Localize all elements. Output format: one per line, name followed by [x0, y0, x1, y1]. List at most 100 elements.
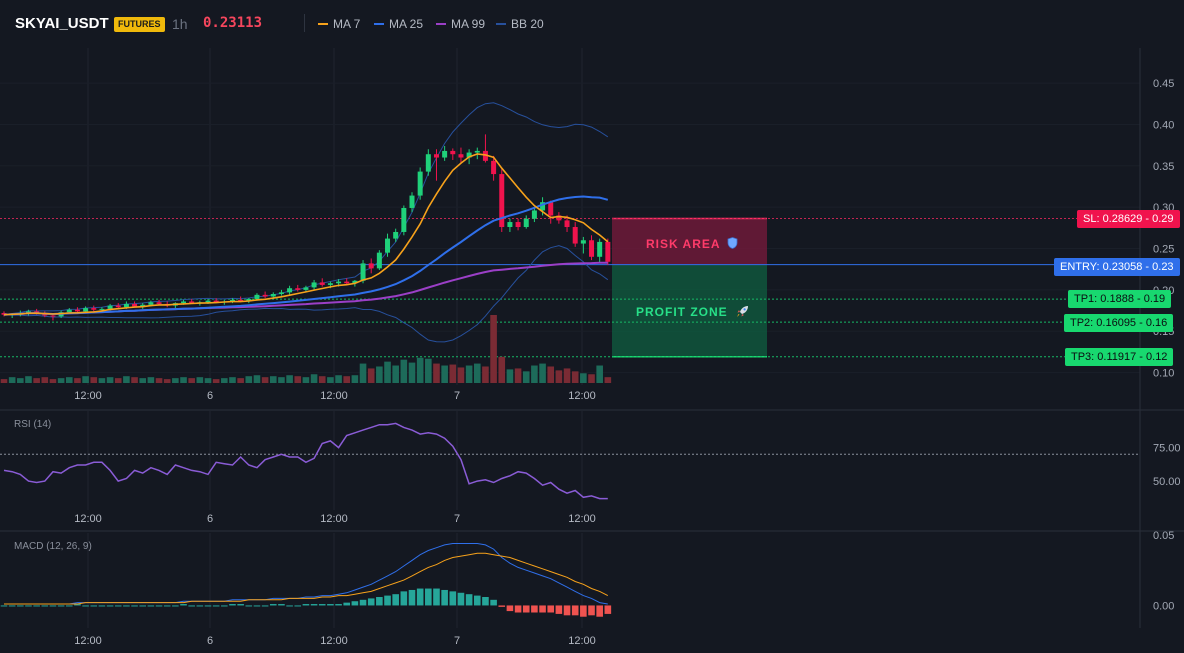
legend-swatch: [496, 22, 506, 25]
candle: [409, 192, 415, 213]
tp2-level-label: TP2: 0.16095 - 0.16: [1064, 314, 1174, 332]
volume-bar: [8, 377, 16, 383]
macd-histogram-bar: [57, 605, 65, 607]
volume-bar: [41, 377, 49, 383]
candle-body: [181, 301, 187, 304]
candle-body: [66, 309, 72, 313]
candle-body: [474, 150, 480, 153]
candle-body: [507, 222, 513, 228]
candle: [491, 155, 497, 181]
candle: [433, 149, 439, 181]
macd-histogram-bar: [74, 604, 81, 606]
volume-bar: [539, 363, 546, 383]
candle-body: [409, 195, 415, 208]
macd-histogram-bar: [327, 604, 334, 606]
macd-histogram-bar: [343, 602, 351, 606]
legend-ma7[interactable]: MA 7: [318, 17, 360, 31]
volume-bar: [139, 378, 147, 383]
macd-histogram-bar: [498, 605, 506, 607]
rsi-tick-label: 75.00: [1153, 443, 1181, 455]
volume-bar: [278, 377, 285, 383]
ma25-line: [3, 195, 609, 316]
volume-bar: [555, 370, 563, 383]
volume-bar: [465, 365, 473, 383]
candle-body: [303, 287, 309, 290]
candle: [515, 218, 521, 231]
macd-histogram-bar: [473, 595, 481, 606]
volume-bar: [563, 368, 571, 383]
macd-time-tick-label: 12:00: [568, 635, 596, 647]
candle-body: [433, 154, 439, 158]
candle-body: [123, 303, 129, 308]
time-tick-label: 7: [454, 390, 460, 402]
rsi-time-tick-label: 6: [207, 513, 213, 525]
candle: [278, 289, 284, 296]
candle: [531, 207, 537, 223]
candle-body: [344, 281, 350, 284]
macd-histogram-bar: [196, 605, 204, 607]
candle: [376, 250, 382, 271]
macd-histogram-bar: [449, 591, 457, 606]
interval-selector[interactable]: 1h: [172, 16, 188, 32]
macd-histogram-bar: [433, 588, 440, 606]
volume-bar: [245, 376, 253, 383]
volume-bar: [441, 365, 448, 383]
macd-histogram-bar: [392, 594, 399, 606]
volume-bar: [294, 376, 302, 383]
candle-body: [385, 238, 391, 253]
entry-value: ENTRY: 0.23058: [1060, 261, 1143, 273]
candle: [287, 285, 293, 295]
candle-body: [262, 294, 268, 297]
legend-ma25[interactable]: MA 25: [374, 17, 423, 31]
candle-body: [91, 308, 97, 310]
volume-bar: [98, 378, 106, 383]
candle: [572, 222, 578, 247]
time-tick-label: 12:00: [568, 390, 596, 402]
macd-histogram-bar: [221, 605, 228, 607]
price-tick-label: 0.10: [1153, 368, 1174, 380]
macd-histogram-bar: [278, 604, 285, 606]
candle: [589, 235, 595, 261]
volume-bar: [57, 378, 65, 383]
tp2-axis-value: 0.16: [1145, 317, 1168, 329]
volume-bar: [25, 376, 32, 383]
volume-bar: [90, 377, 98, 383]
legend-label: MA 7: [333, 17, 361, 31]
candle: [442, 145, 448, 161]
volume-bar: [17, 378, 24, 383]
volume-bar: [269, 376, 277, 383]
candle: [556, 212, 562, 224]
macd-histogram-bar: [482, 597, 489, 606]
volume-bar: [531, 365, 538, 383]
risk-area-label: RISK AREA: [646, 237, 738, 251]
macd-histogram-bar: [416, 588, 424, 606]
legend-ma99[interactable]: MA 99: [436, 17, 485, 31]
profit-zone-text: PROFIT ZONE: [636, 305, 728, 319]
entry-level-label: ENTRY: 0.23058 - 0.23: [1054, 258, 1180, 276]
volume-bar: [416, 357, 424, 383]
futures-badge: FUTURES: [114, 17, 165, 32]
macd-histogram-bar: [17, 605, 24, 607]
macd-histogram-bar: [237, 604, 244, 606]
bb-upper-line: [3, 102, 609, 316]
candle: [393, 228, 399, 242]
symbol-name[interactable]: SKYAI_USDT: [15, 15, 109, 32]
price-tick-label: 0.25: [1153, 244, 1174, 256]
macd-histogram-bar: [400, 591, 408, 606]
candle-body: [327, 283, 333, 285]
volume-bar: [114, 378, 122, 383]
last-price: 0.23113: [203, 15, 263, 31]
ma7-line: [3, 153, 609, 316]
volume-bar: [490, 315, 497, 383]
volume-bar: [106, 377, 114, 383]
macd-histogram-bar: [106, 605, 114, 607]
macd-histogram-bar: [155, 605, 163, 607]
legend-bb20[interactable]: BB 20: [496, 17, 544, 31]
candle-body: [311, 282, 317, 288]
sl-level-label: SL: 0.28629 - 0.29: [1077, 210, 1180, 228]
macd-histogram-bar: [335, 604, 342, 606]
tp3-axis-value: 0.12: [1146, 351, 1168, 363]
rsi-tick-label: 50.00: [1153, 476, 1181, 488]
volume-bar: [131, 377, 138, 383]
